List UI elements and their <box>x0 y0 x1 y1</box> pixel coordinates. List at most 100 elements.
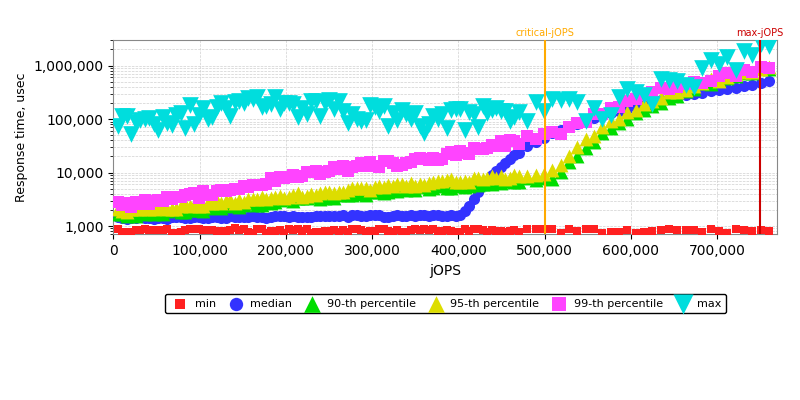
min <box>147 226 160 233</box>
95-th percentile <box>246 196 259 203</box>
95-th percentile <box>679 86 692 93</box>
99-th percentile <box>278 175 291 181</box>
median <box>197 215 210 221</box>
max <box>130 119 142 126</box>
max <box>418 130 430 136</box>
min <box>193 225 206 232</box>
90-th percentile <box>458 184 471 190</box>
95-th percentile <box>143 206 156 213</box>
99-th percentile <box>193 194 206 201</box>
median <box>354 212 367 219</box>
median <box>269 213 282 219</box>
90-th percentile <box>604 125 617 131</box>
min <box>454 229 466 235</box>
median <box>318 212 331 219</box>
90-th percentile <box>193 206 206 213</box>
min <box>458 226 471 232</box>
90-th percentile <box>314 196 327 202</box>
99-th percentile <box>426 155 439 162</box>
max <box>476 103 489 109</box>
max <box>436 111 449 117</box>
max <box>662 76 675 83</box>
max <box>530 99 542 106</box>
median <box>242 214 254 220</box>
90-th percentile <box>377 190 390 196</box>
99-th percentile <box>354 160 367 166</box>
90-th percentile <box>687 86 700 92</box>
median <box>746 82 758 88</box>
median <box>193 214 206 220</box>
max <box>193 111 206 118</box>
min <box>242 229 254 236</box>
90-th percentile <box>350 191 363 197</box>
90-th percentile <box>197 208 210 214</box>
90-th percentile <box>445 184 458 191</box>
95-th percentile <box>538 171 550 177</box>
99-th percentile <box>242 184 254 190</box>
max <box>291 114 304 120</box>
99-th percentile <box>179 192 192 198</box>
median <box>219 214 232 221</box>
95-th percentile <box>481 174 494 181</box>
min <box>346 226 358 233</box>
median <box>229 214 242 221</box>
median <box>183 215 196 222</box>
median <box>134 214 146 220</box>
99-th percentile <box>346 164 358 170</box>
95-th percentile <box>193 202 206 209</box>
90-th percentile <box>332 192 345 198</box>
median <box>422 213 435 220</box>
90-th percentile <box>346 192 358 198</box>
99-th percentile <box>521 133 534 140</box>
max <box>571 99 584 106</box>
median <box>390 212 403 218</box>
99-th percentile <box>229 186 242 192</box>
max <box>494 108 507 114</box>
min <box>721 230 734 236</box>
99-th percentile <box>587 110 600 117</box>
95-th percentile <box>120 209 133 215</box>
95-th percentile <box>436 178 449 184</box>
max <box>687 84 700 90</box>
99-th percentile <box>265 175 278 181</box>
99-th percentile <box>337 163 350 170</box>
max <box>238 99 250 106</box>
min <box>310 229 322 235</box>
median <box>373 212 386 218</box>
99-th percentile <box>364 158 377 165</box>
median <box>571 121 584 127</box>
median <box>179 214 192 221</box>
min <box>111 226 124 232</box>
min <box>341 229 354 236</box>
90-th percentile <box>613 120 626 126</box>
99-th percentile <box>147 198 160 204</box>
min <box>138 225 151 232</box>
95-th percentile <box>521 172 534 179</box>
90-th percentile <box>481 179 494 186</box>
max <box>174 110 187 116</box>
max <box>269 94 282 100</box>
99-th percentile <box>373 163 386 170</box>
max <box>282 100 295 106</box>
min <box>364 228 377 234</box>
95-th percentile <box>440 177 453 184</box>
min <box>762 228 775 234</box>
min <box>738 227 750 233</box>
max <box>215 100 228 106</box>
max <box>490 105 502 112</box>
max <box>350 116 363 122</box>
min <box>512 228 525 235</box>
99-th percentile <box>499 143 512 149</box>
max <box>538 108 550 114</box>
99-th percentile <box>382 158 394 164</box>
median <box>233 214 246 220</box>
90-th percentile <box>476 181 489 187</box>
95-th percentile <box>242 196 254 202</box>
min <box>368 228 381 234</box>
min <box>174 228 187 235</box>
min <box>386 228 399 235</box>
99-th percentile <box>215 187 228 194</box>
95-th percentile <box>296 194 309 200</box>
max <box>242 95 254 101</box>
95-th percentile <box>206 200 218 206</box>
